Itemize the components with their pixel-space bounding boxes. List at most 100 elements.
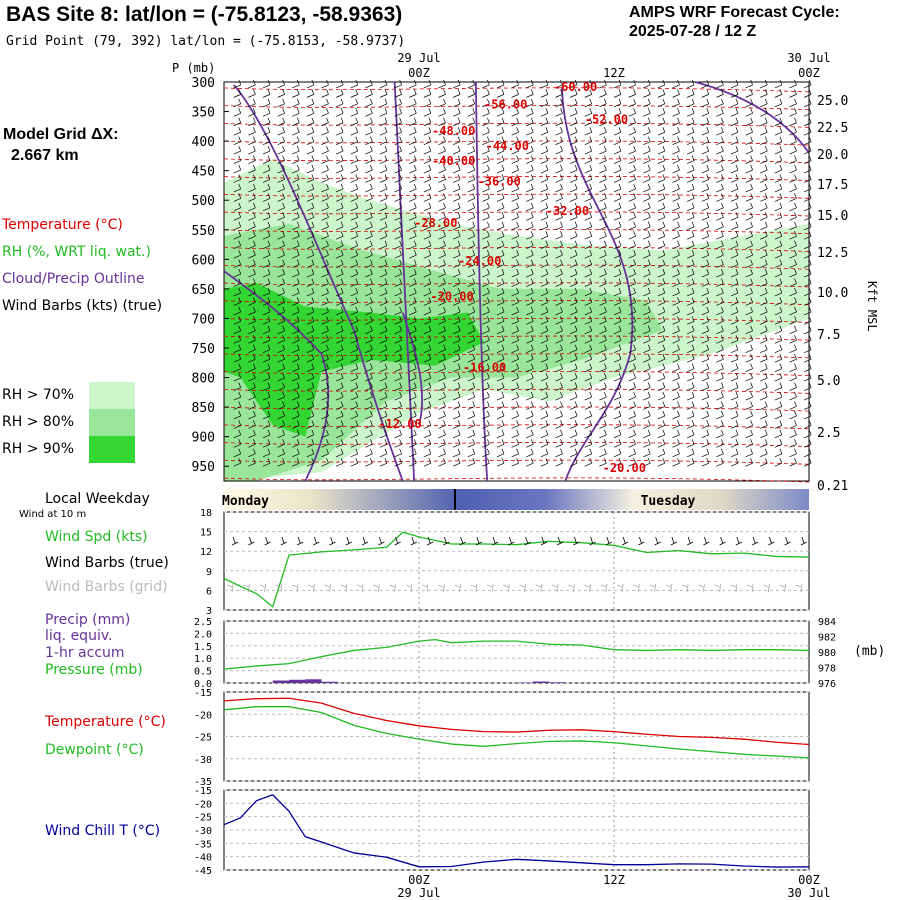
wind-barb <box>657 410 666 420</box>
wind-barb <box>321 202 329 212</box>
wind-barb <box>569 89 578 98</box>
wind-barb <box>803 221 812 231</box>
wind-barb <box>789 136 797 145</box>
wind-barb <box>321 98 329 108</box>
wind-barb <box>233 420 242 429</box>
wind-barb <box>423 297 432 306</box>
legend-rh90: RH > 90% <box>2 441 75 457</box>
y-tick-label: -20 <box>194 799 212 810</box>
wind-barb <box>555 136 563 145</box>
wind-barb <box>613 145 622 155</box>
wind-barb <box>350 316 359 325</box>
wind-barb <box>292 117 300 127</box>
wind-barb <box>467 448 476 458</box>
wind-barb <box>540 250 549 259</box>
wind-barb <box>409 89 417 98</box>
wind-barb <box>277 458 285 467</box>
wind-barb <box>540 202 549 212</box>
wind-barb <box>760 316 768 325</box>
wind-barb <box>526 174 534 183</box>
wind-barb <box>774 193 783 202</box>
wind-barb <box>540 344 549 354</box>
wind-barb <box>452 287 461 297</box>
wind-barb <box>365 268 373 278</box>
wind-barb <box>306 164 315 174</box>
pressure-tick-label: 300 <box>192 76 215 91</box>
wind-barb <box>657 316 666 325</box>
wind-barb <box>774 174 783 183</box>
legend-precip: Precip (mm) <box>45 612 131 628</box>
wind-barb <box>613 117 622 127</box>
wind-barb <box>803 108 812 117</box>
wind-barb <box>423 420 432 429</box>
wind-barb <box>643 448 651 458</box>
wind-barb <box>482 420 490 429</box>
wind-barb <box>423 174 432 183</box>
wind-barb <box>730 335 739 344</box>
wind-barb <box>760 344 768 354</box>
wind-barb <box>496 325 505 335</box>
wind-barb <box>686 458 695 467</box>
wind-barb <box>292 448 300 458</box>
wind-barb <box>716 89 724 98</box>
wind-barb <box>774 212 783 221</box>
y-tick-label: -15 <box>194 786 212 797</box>
wind-barb <box>803 287 812 297</box>
wind-barb <box>423 231 432 240</box>
temperature-frame <box>223 691 810 782</box>
wind-barb <box>496 193 505 202</box>
wind-barb <box>672 117 680 127</box>
wind-barb <box>496 448 505 458</box>
wind-barb-true <box>443 536 450 546</box>
wind-barb <box>452 183 461 193</box>
wind-barb <box>335 164 344 174</box>
wind-barb <box>628 212 636 221</box>
wind-barb <box>350 79 359 89</box>
wind-barb <box>672 410 680 420</box>
wind-barb <box>394 108 402 117</box>
dewpoint-line <box>223 706 810 759</box>
wind-barb <box>599 155 607 164</box>
wind-barb <box>511 297 519 306</box>
wind-barb <box>701 89 710 98</box>
wind-barb <box>540 363 549 372</box>
wind-barb <box>306 202 315 212</box>
wind-barb <box>248 202 256 212</box>
wind-barb <box>379 316 388 325</box>
wind-barb <box>540 391 549 401</box>
wind-barb <box>233 145 242 155</box>
wind-barb <box>409 212 417 221</box>
wind-barb <box>555 202 563 212</box>
wind-barb <box>701 363 710 372</box>
wind-barb <box>452 410 461 420</box>
wind-barb <box>452 344 461 354</box>
wind-barb <box>803 335 812 344</box>
wind-barb <box>394 231 402 240</box>
wind-barb <box>716 136 724 145</box>
wind-barb <box>452 108 461 117</box>
wind-barb <box>321 231 329 240</box>
wind-barb <box>701 174 710 183</box>
wind-barb <box>745 155 753 164</box>
wind-barb <box>350 335 359 344</box>
wind-barb-true <box>313 536 320 546</box>
forecast-cycle-label: AMPS WRF Forecast Cycle: <box>629 4 840 21</box>
wind-barb <box>686 89 695 98</box>
wind-barb <box>584 325 593 335</box>
wind-barb <box>643 372 651 382</box>
wind-barb <box>379 193 388 202</box>
wind-barb <box>613 306 622 316</box>
wind-barb <box>496 458 505 467</box>
wind-barb <box>599 136 607 145</box>
wind-barb <box>584 89 593 98</box>
wind-barb <box>526 439 534 448</box>
wind-barb <box>306 155 315 164</box>
wind-barb <box>599 79 607 89</box>
wind-barb <box>599 108 607 117</box>
wind-barb <box>394 183 402 193</box>
wind-barb <box>599 306 607 316</box>
wind-barb <box>716 297 724 306</box>
wind-barb <box>628 174 636 183</box>
wind-barb <box>540 108 549 117</box>
wind-barb <box>730 316 739 325</box>
